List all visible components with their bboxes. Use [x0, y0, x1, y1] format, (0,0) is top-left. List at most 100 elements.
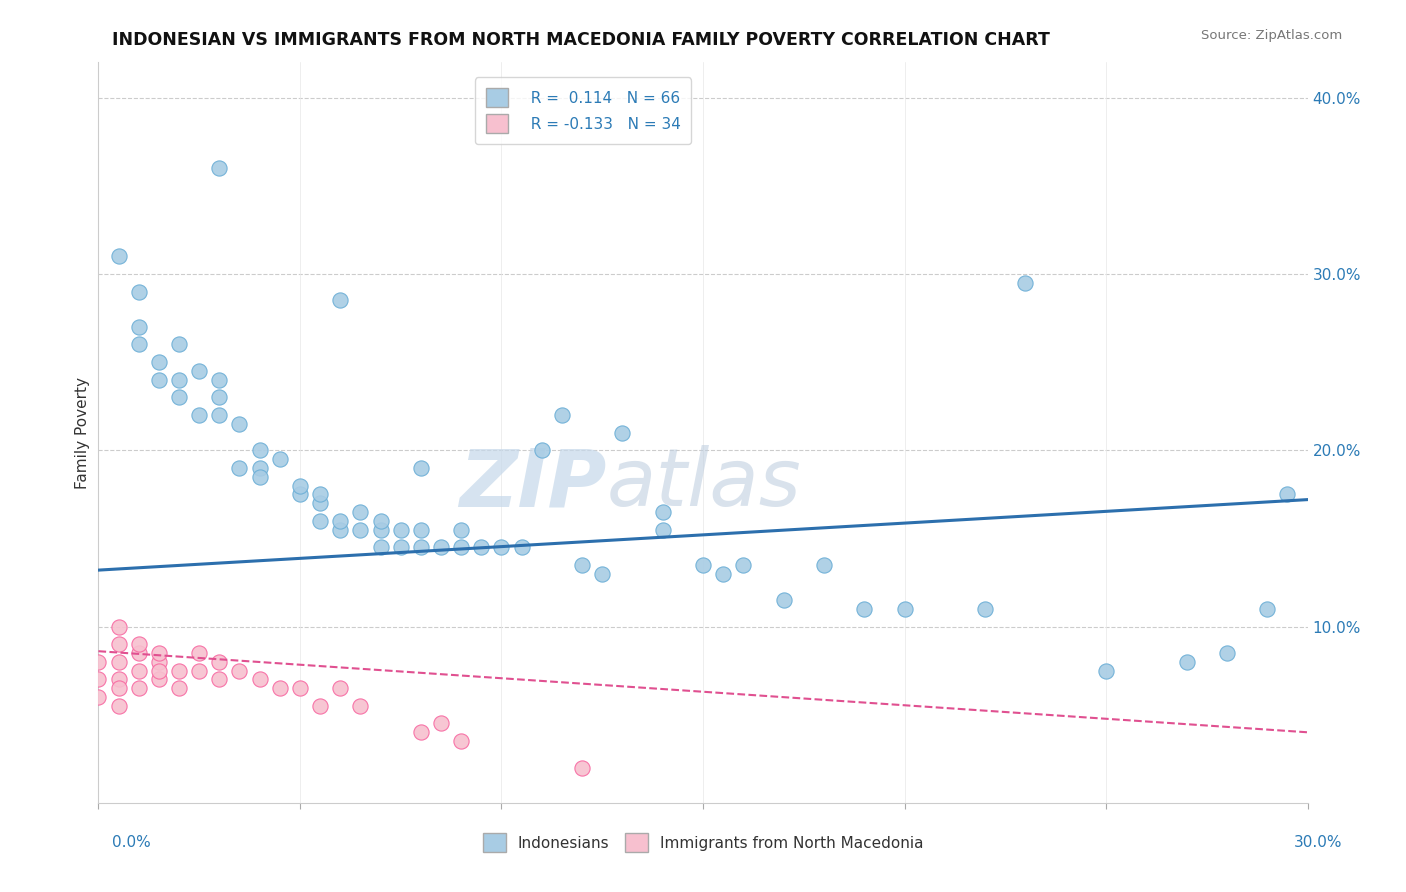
Point: [128, 337, 150, 351]
Point: [651, 523, 673, 537]
Point: [269, 681, 291, 696]
Point: [813, 558, 835, 572]
Point: [148, 655, 170, 669]
Text: Source: ZipAtlas.com: Source: ZipAtlas.com: [1202, 29, 1343, 42]
Point: [974, 602, 997, 616]
Point: [87, 655, 110, 669]
Point: [409, 725, 432, 739]
Point: [309, 514, 332, 528]
Point: [288, 487, 311, 501]
Point: [167, 664, 190, 678]
Point: [148, 646, 170, 660]
Point: [651, 505, 673, 519]
Point: [430, 540, 453, 554]
Point: [450, 523, 472, 537]
Point: [772, 593, 794, 607]
Point: [1216, 646, 1239, 660]
Point: [228, 417, 250, 431]
Point: [128, 681, 150, 696]
Point: [87, 673, 110, 687]
Point: [107, 637, 129, 651]
Point: [148, 664, 170, 678]
Point: [188, 364, 211, 378]
Point: [1256, 602, 1278, 616]
Point: [349, 505, 371, 519]
Point: [450, 540, 472, 554]
Point: [269, 452, 291, 467]
Point: [148, 673, 170, 687]
Point: [288, 478, 311, 492]
Point: [128, 637, 150, 651]
Point: [1014, 276, 1036, 290]
Y-axis label: Family Poverty: Family Poverty: [75, 376, 90, 489]
Text: 30.0%: 30.0%: [1295, 836, 1343, 850]
Point: [167, 337, 190, 351]
Point: [107, 249, 129, 263]
Point: [87, 690, 110, 704]
Point: [107, 698, 129, 713]
Point: [107, 681, 129, 696]
Point: [288, 681, 311, 696]
Point: [510, 540, 533, 554]
Point: [409, 523, 432, 537]
Text: atlas: atlas: [606, 445, 801, 524]
Point: [1175, 655, 1198, 669]
Point: [1095, 664, 1118, 678]
Point: [853, 602, 876, 616]
Point: [107, 673, 129, 687]
Point: [409, 540, 432, 554]
Point: [893, 602, 915, 616]
Point: [329, 293, 352, 308]
Point: [470, 540, 492, 554]
Point: [148, 373, 170, 387]
Point: [148, 355, 170, 369]
Point: [249, 673, 271, 687]
Point: [571, 760, 593, 774]
Point: [228, 461, 250, 475]
Point: [107, 619, 129, 633]
Point: [128, 285, 150, 299]
Point: [208, 655, 231, 669]
Point: [249, 469, 271, 483]
Point: [188, 646, 211, 660]
Point: [329, 514, 352, 528]
Point: [228, 664, 250, 678]
Point: [309, 487, 332, 501]
Point: [571, 558, 593, 572]
Point: [491, 540, 513, 554]
Point: [370, 523, 392, 537]
Point: [128, 319, 150, 334]
Point: [329, 681, 352, 696]
Point: [530, 443, 553, 458]
Text: ZIP: ZIP: [458, 445, 606, 524]
Point: [1277, 487, 1299, 501]
Point: [188, 664, 211, 678]
Point: [591, 566, 613, 581]
Legend: Indonesians, Immigrants from North Macedonia: Indonesians, Immigrants from North Maced…: [477, 827, 929, 858]
Point: [167, 373, 190, 387]
Point: [711, 566, 734, 581]
Point: [208, 408, 231, 422]
Point: [370, 514, 392, 528]
Point: [370, 540, 392, 554]
Point: [208, 373, 231, 387]
Point: [208, 673, 231, 687]
Point: [692, 558, 714, 572]
Point: [208, 390, 231, 404]
Point: [733, 558, 755, 572]
Point: [389, 540, 412, 554]
Text: 0.0%: 0.0%: [112, 836, 152, 850]
Point: [450, 734, 472, 748]
Point: [409, 461, 432, 475]
Point: [128, 664, 150, 678]
Point: [551, 408, 574, 422]
Point: [107, 655, 129, 669]
Point: [389, 523, 412, 537]
Point: [309, 496, 332, 510]
Point: [188, 408, 211, 422]
Point: [430, 716, 453, 731]
Point: [128, 646, 150, 660]
Point: [349, 523, 371, 537]
Point: [329, 523, 352, 537]
Point: [612, 425, 634, 440]
